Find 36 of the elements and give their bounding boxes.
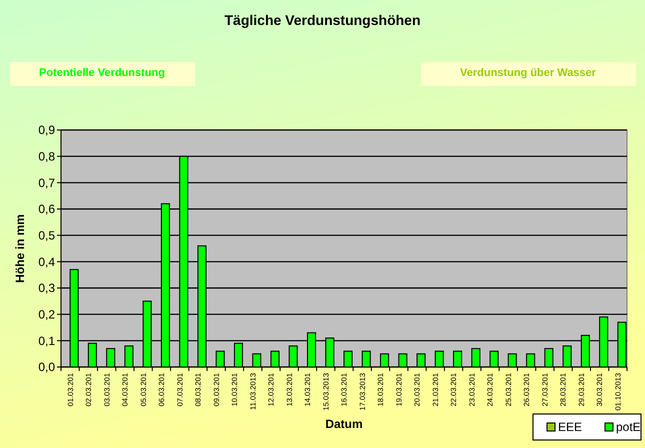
bar [471,348,480,368]
bar [106,348,116,368]
bar [362,350,371,368]
y-tick-label: 0,6 [38,202,56,216]
bar [252,353,262,368]
y-tick-label: 0,1 [38,334,56,348]
x-axis-title: Datum [325,417,363,431]
bar [344,350,353,368]
bar [526,353,536,368]
bar [398,353,408,368]
y-tick-label: 0,0 [38,360,56,374]
bar [270,350,280,368]
bar [216,350,225,368]
y-tick-label: 0,8 [38,150,56,164]
bar [434,350,444,368]
y-tick-label: 0,3 [38,281,56,296]
bar [544,348,554,368]
bar [380,353,390,368]
bar [453,350,462,368]
y-axis-title: Höhe in mm [13,214,27,283]
bar [124,345,134,368]
text: Potentielle Verdunstung [39,67,165,79]
legend-label: EEE [558,420,582,434]
y-tick-label: 0,4 [38,254,56,269]
bar [288,345,298,368]
bar [416,353,426,368]
y-tick-label: 0,2 [38,308,56,322]
y-tick-label: 0,9 [38,123,56,138]
y-tick-label: 0,5 [38,228,56,243]
chart-title: Tägliche Verdunstungshöhen [224,12,421,28]
bar [490,350,499,368]
text: Verdunstung über Wasser [460,67,597,79]
y-tick-label: 0,7 [38,176,56,190]
bar [562,345,572,368]
bar [508,353,517,368]
legend-label: potE [616,420,641,434]
